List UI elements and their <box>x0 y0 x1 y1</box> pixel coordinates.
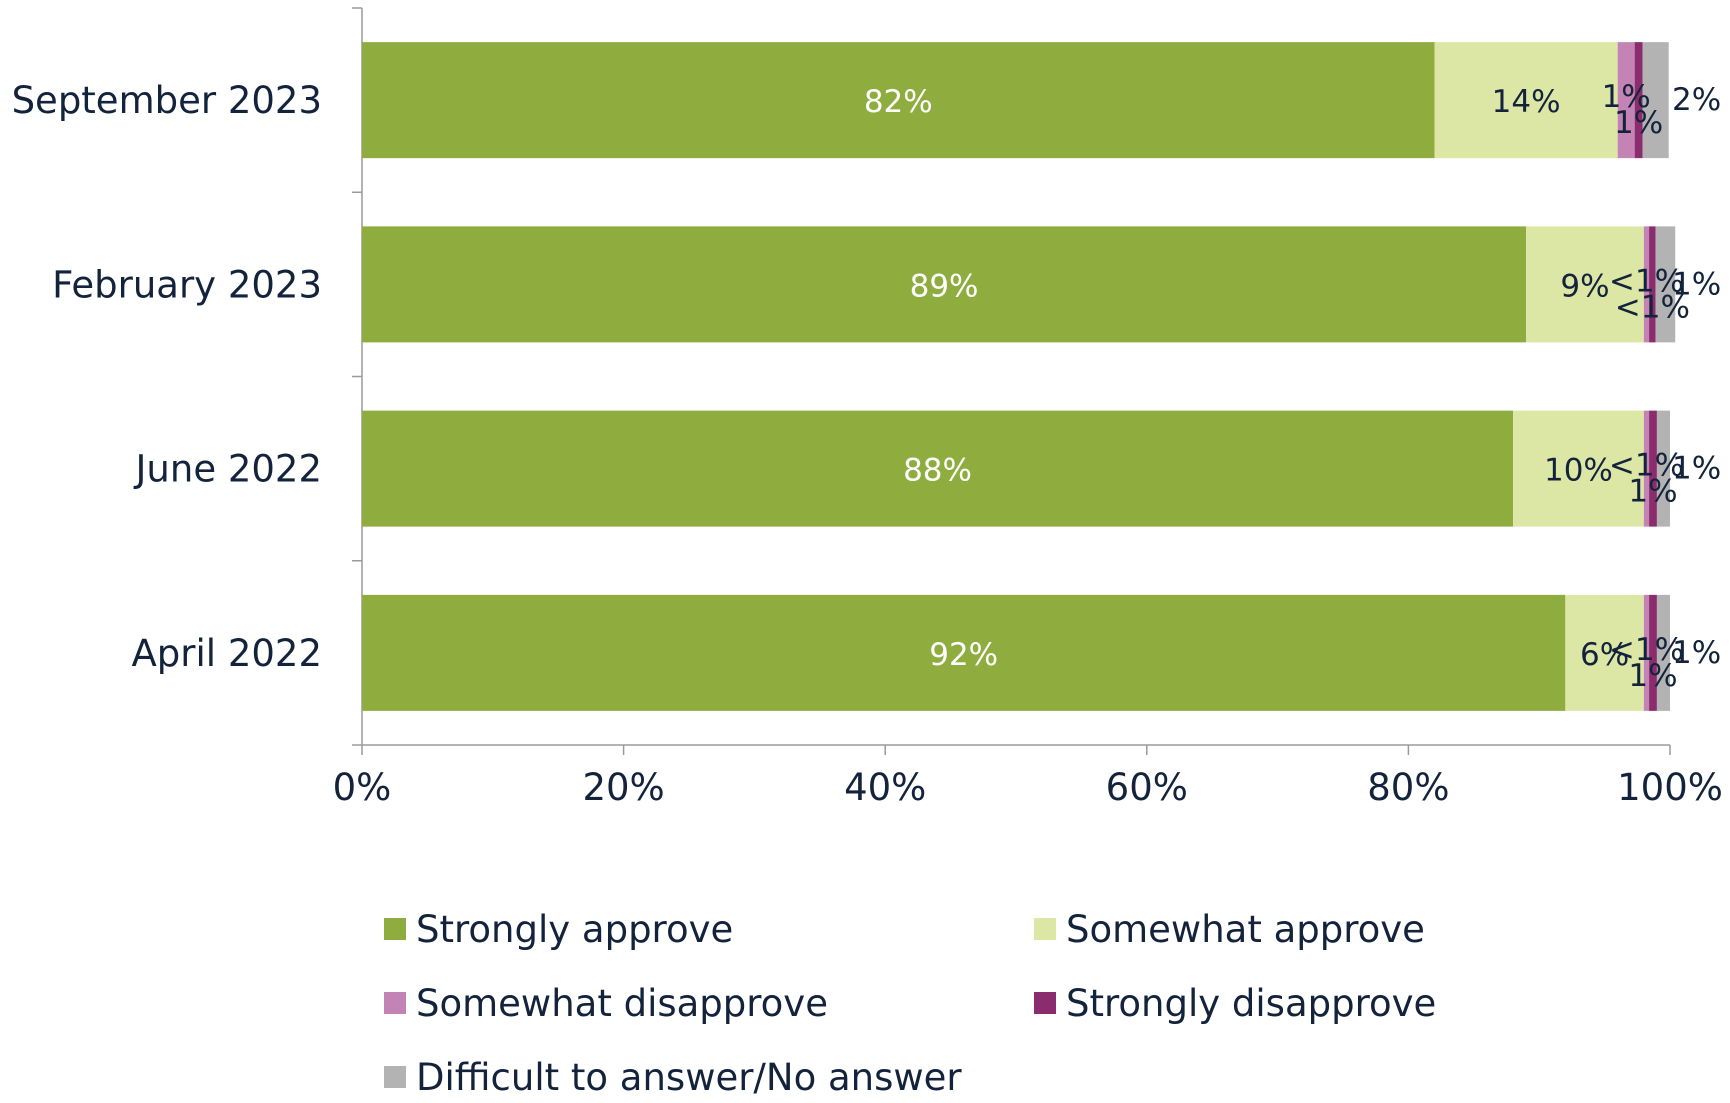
bar-segment <box>1649 410 1657 527</box>
data-label: 1% <box>1672 635 1721 671</box>
legend: Strongly approve Somewhat approve Somewhat… <box>384 908 1436 1099</box>
legend-swatch <box>384 992 406 1014</box>
category-label: April 2022 <box>132 632 323 675</box>
bar-segment <box>362 410 1514 527</box>
data-labels: 82% 14% 1%1%2%89% 9% <1%<1%1%88% 10%<1%1%1%92… <box>864 79 1721 694</box>
legend-label: Strongly disapprove <box>1066 982 1436 1025</box>
data-label: 1% <box>1602 79 1651 115</box>
bar-segment <box>1643 226 1650 343</box>
bar-segment <box>362 226 1527 343</box>
category-label: June 2022 <box>134 448 323 491</box>
category-label: February 2023 <box>52 263 322 306</box>
data-label: <1% <box>1615 289 1690 325</box>
bar-segment <box>1649 226 1656 343</box>
bar-segment <box>362 42 1435 159</box>
bar-segment <box>1642 42 1669 159</box>
legend-swatch <box>384 1066 406 1088</box>
data-label: 88% <box>903 453 972 489</box>
x-tick-label: 0% <box>333 766 392 809</box>
legend-label: Difficult to answer/No answer <box>416 1056 962 1099</box>
data-label: <1% <box>1609 448 1684 484</box>
x-tick-label: 60% <box>1106 766 1188 809</box>
data-label: 2% <box>1672 82 1721 118</box>
x-tick-label: 80% <box>1367 766 1449 809</box>
legend-swatch <box>1034 918 1056 940</box>
data-label: 10% <box>1544 453 1613 489</box>
data-label: 14% <box>1492 84 1561 120</box>
data-label: <1% <box>1609 632 1684 668</box>
bars <box>362 42 1676 711</box>
bar-segment <box>1565 594 1644 711</box>
bar-segment <box>1526 226 1644 343</box>
legend-swatch <box>384 918 406 940</box>
x-tick-label: 100% <box>1617 766 1723 809</box>
legend-label: Somewhat approve <box>1066 908 1425 951</box>
legend-swatch <box>1034 992 1056 1014</box>
axes: 0% 20% 40% 60% 80% 100% September 2023 February… <box>12 7 1723 809</box>
x-tick-label: 40% <box>844 766 926 809</box>
data-label: 1% <box>1628 658 1677 694</box>
bar-segment <box>1617 42 1635 159</box>
bar-segment <box>362 594 1566 711</box>
data-label: 1% <box>1672 451 1721 487</box>
bar-segment <box>1513 410 1644 527</box>
data-label: 1% <box>1628 474 1677 510</box>
data-label: <1% <box>1609 263 1684 299</box>
bar-segment <box>1656 594 1670 711</box>
bar-segment <box>1655 226 1676 343</box>
legend-label: Strongly approve <box>416 908 733 951</box>
data-label: 82% <box>864 84 933 120</box>
data-label: 1% <box>1614 105 1663 141</box>
x-tick-label: 20% <box>582 766 664 809</box>
data-label: 9% <box>1560 268 1609 304</box>
bar-segment <box>1649 594 1657 711</box>
legend-label: Somewhat disapprove <box>416 982 828 1025</box>
bar-segment <box>1643 410 1650 527</box>
category-label: September 2023 <box>12 79 322 122</box>
data-label: 6% <box>1580 637 1629 673</box>
data-label: 89% <box>910 268 979 304</box>
bar-segment <box>1634 42 1643 159</box>
bar-segment <box>1434 42 1618 159</box>
data-label: 1% <box>1672 266 1721 302</box>
bar-segment <box>1643 594 1650 711</box>
bar-segment <box>1656 410 1670 527</box>
data-label: 92% <box>929 637 998 673</box>
